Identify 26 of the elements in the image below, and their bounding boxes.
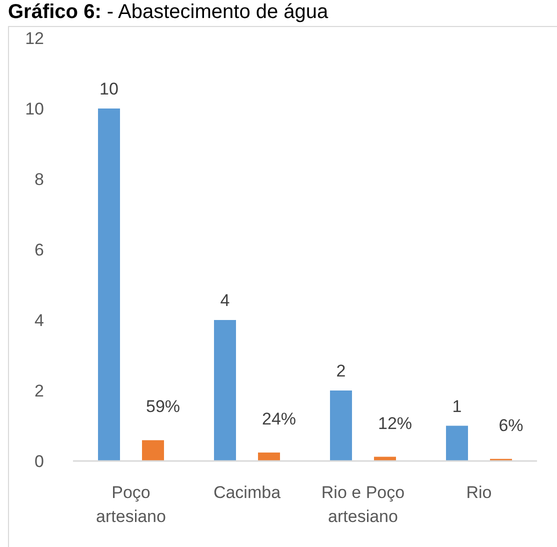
data-label: 12%: [378, 414, 412, 433]
bar: [330, 390, 352, 461]
data-label: 10: [100, 80, 118, 98]
data-label: 2: [336, 362, 346, 380]
bar: [142, 440, 164, 461]
bar: [98, 108, 120, 461]
y-tick-label: 12: [25, 28, 44, 48]
y-tick-label: 2: [34, 381, 44, 400]
data-label: 4: [220, 291, 230, 310]
bar: [446, 426, 468, 461]
bar: [258, 452, 280, 461]
x-tick-label: Poço artesiano: [96, 483, 166, 526]
data-label: 59%: [146, 397, 180, 416]
y-tick-label: 4: [34, 310, 44, 330]
x-tick-label: Cacimba: [213, 483, 282, 502]
x-tick-label: Rio: [466, 483, 492, 502]
data-label: 1: [452, 396, 462, 416]
y-tick-label: 10: [25, 99, 44, 118]
chart-title: Gráfico 6: - Abastecimento de água: [8, 1, 330, 23]
data-label: 6%: [498, 416, 524, 435]
x-tick-label: Rio e Poço artesiano: [321, 483, 405, 526]
y-tick-label: 8: [34, 170, 44, 189]
data-label: 24%: [262, 410, 296, 429]
bar: [214, 320, 236, 461]
y-tick-label: 6: [34, 240, 44, 260]
y-tick-label: 0: [34, 452, 44, 471]
